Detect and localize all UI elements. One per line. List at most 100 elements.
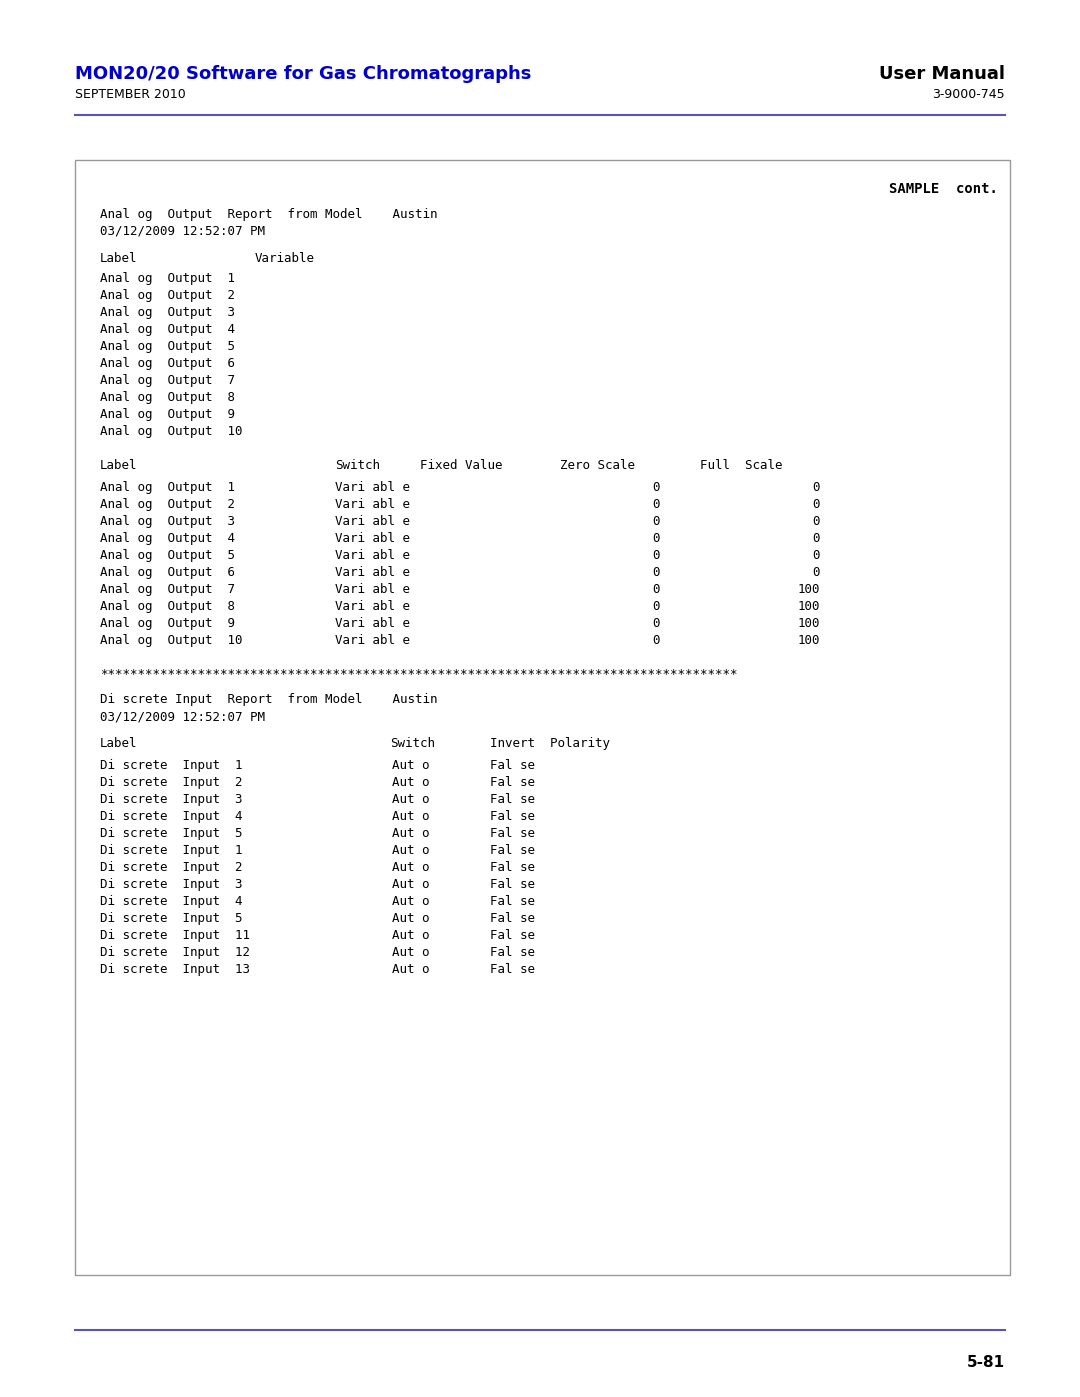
- Text: Di screte Input  Report  from Model    Austin: Di screte Input Report from Model Austin: [100, 693, 437, 705]
- Text: Di screte  Input  3: Di screte Input 3: [100, 877, 243, 891]
- Text: Aut o: Aut o: [392, 929, 430, 942]
- Text: 0: 0: [812, 497, 820, 511]
- Text: Di screte  Input  5: Di screte Input 5: [100, 827, 243, 840]
- Text: Anal og  Output  7: Anal og Output 7: [100, 583, 235, 597]
- Text: 0: 0: [652, 481, 660, 495]
- Text: Fal se: Fal se: [490, 895, 535, 908]
- Text: Zero Scale: Zero Scale: [561, 460, 635, 472]
- Text: Anal og  Output  3: Anal og Output 3: [100, 306, 235, 319]
- Text: 03/12/2009 12:52:07 PM: 03/12/2009 12:52:07 PM: [100, 710, 265, 724]
- Text: 0: 0: [812, 566, 820, 578]
- Text: 0: 0: [812, 549, 820, 562]
- Text: 100: 100: [797, 599, 820, 613]
- Text: Vari abl e: Vari abl e: [335, 532, 410, 545]
- Text: Di screte  Input  13: Di screte Input 13: [100, 963, 249, 977]
- Text: 0: 0: [652, 549, 660, 562]
- Text: Anal og  Output  5: Anal og Output 5: [100, 549, 235, 562]
- Text: Anal og  Output  10: Anal og Output 10: [100, 634, 243, 647]
- Text: Anal og  Output  1: Anal og Output 1: [100, 272, 235, 285]
- Text: Switch: Switch: [335, 460, 380, 472]
- Text: Label: Label: [100, 251, 137, 265]
- Text: 0: 0: [652, 515, 660, 528]
- Text: Vari abl e: Vari abl e: [335, 497, 410, 511]
- Text: Fal se: Fal se: [490, 844, 535, 856]
- Text: Anal og  Output  8: Anal og Output 8: [100, 391, 235, 404]
- Text: 3-9000-745: 3-9000-745: [932, 88, 1005, 101]
- Text: Switch: Switch: [390, 738, 435, 750]
- Text: Anal og  Output  2: Anal og Output 2: [100, 497, 235, 511]
- Text: Aut o: Aut o: [392, 810, 430, 823]
- Text: Vari abl e: Vari abl e: [335, 549, 410, 562]
- Text: Fixed Value: Fixed Value: [420, 460, 502, 472]
- Text: Di screte  Input  1: Di screte Input 1: [100, 759, 243, 773]
- Text: Vari abl e: Vari abl e: [335, 566, 410, 578]
- Text: 100: 100: [797, 617, 820, 630]
- Text: Di screte  Input  5: Di screte Input 5: [100, 912, 243, 925]
- Text: 100: 100: [797, 634, 820, 647]
- Text: Anal og  Output  10: Anal og Output 10: [100, 425, 243, 439]
- Text: Aut o: Aut o: [392, 861, 430, 875]
- Text: Di screte  Input  1: Di screte Input 1: [100, 844, 243, 856]
- Text: 100: 100: [797, 583, 820, 597]
- Text: Fal se: Fal se: [490, 963, 535, 977]
- Text: Anal og  Output  5: Anal og Output 5: [100, 339, 235, 353]
- Text: 0: 0: [812, 532, 820, 545]
- Text: MON20/20 Software for Gas Chromatographs: MON20/20 Software for Gas Chromatographs: [75, 66, 531, 82]
- Text: Aut o: Aut o: [392, 963, 430, 977]
- Text: 0: 0: [652, 497, 660, 511]
- Text: Fal se: Fal se: [490, 793, 535, 806]
- Text: ********************************************************************************: ****************************************…: [100, 668, 738, 680]
- Text: 0: 0: [652, 599, 660, 613]
- Text: 03/12/2009 12:52:07 PM: 03/12/2009 12:52:07 PM: [100, 225, 265, 237]
- Text: Di screte  Input  2: Di screte Input 2: [100, 861, 243, 875]
- Text: Di screte  Input  4: Di screte Input 4: [100, 895, 243, 908]
- Text: Anal og  Output  3: Anal og Output 3: [100, 515, 235, 528]
- Text: Fal se: Fal se: [490, 827, 535, 840]
- Text: Aut o: Aut o: [392, 775, 430, 789]
- Text: Aut o: Aut o: [392, 844, 430, 856]
- Text: Anal og  Output  1: Anal og Output 1: [100, 481, 235, 495]
- Text: Aut o: Aut o: [392, 895, 430, 908]
- Text: Di screte  Input  12: Di screte Input 12: [100, 946, 249, 958]
- Text: Full  Scale: Full Scale: [700, 460, 783, 472]
- Text: 0: 0: [652, 583, 660, 597]
- Text: Vari abl e: Vari abl e: [335, 515, 410, 528]
- Text: Fal se: Fal se: [490, 946, 535, 958]
- Text: Anal og  Output  9: Anal og Output 9: [100, 408, 235, 420]
- Text: Di screte  Input  11: Di screte Input 11: [100, 929, 249, 942]
- Text: Fal se: Fal se: [490, 861, 535, 875]
- Text: Fal se: Fal se: [490, 775, 535, 789]
- Text: 0: 0: [652, 532, 660, 545]
- Text: Vari abl e: Vari abl e: [335, 634, 410, 647]
- Text: Anal og  Output  9: Anal og Output 9: [100, 617, 235, 630]
- Text: SEPTEMBER 2010: SEPTEMBER 2010: [75, 88, 186, 101]
- Text: Di screte  Input  2: Di screte Input 2: [100, 775, 243, 789]
- Text: Fal se: Fal se: [490, 759, 535, 773]
- Text: Anal og  Output  6: Anal og Output 6: [100, 358, 235, 370]
- Text: Fal se: Fal se: [490, 877, 535, 891]
- Text: 0: 0: [652, 566, 660, 578]
- Text: Fal se: Fal se: [490, 912, 535, 925]
- Text: Fal se: Fal se: [490, 929, 535, 942]
- Text: SAMPLE  cont.: SAMPLE cont.: [889, 182, 998, 196]
- Text: 0: 0: [652, 617, 660, 630]
- Text: Aut o: Aut o: [392, 759, 430, 773]
- Text: Vari abl e: Vari abl e: [335, 583, 410, 597]
- Text: 0: 0: [652, 634, 660, 647]
- Text: Aut o: Aut o: [392, 827, 430, 840]
- Text: Aut o: Aut o: [392, 912, 430, 925]
- Text: Anal og  Output  4: Anal og Output 4: [100, 532, 235, 545]
- Text: 0: 0: [812, 515, 820, 528]
- Text: Label: Label: [100, 460, 137, 472]
- Text: Aut o: Aut o: [392, 877, 430, 891]
- Text: Di screte  Input  4: Di screte Input 4: [100, 810, 243, 823]
- Text: Variable: Variable: [255, 251, 315, 265]
- Text: Vari abl e: Vari abl e: [335, 617, 410, 630]
- Text: 5-81: 5-81: [967, 1355, 1005, 1370]
- Text: Fal se: Fal se: [490, 810, 535, 823]
- Text: Anal og  Output  4: Anal og Output 4: [100, 323, 235, 337]
- Text: Aut o: Aut o: [392, 946, 430, 958]
- Text: Anal og  Output  6: Anal og Output 6: [100, 566, 235, 578]
- Text: User Manual: User Manual: [879, 66, 1005, 82]
- Text: Vari abl e: Vari abl e: [335, 481, 410, 495]
